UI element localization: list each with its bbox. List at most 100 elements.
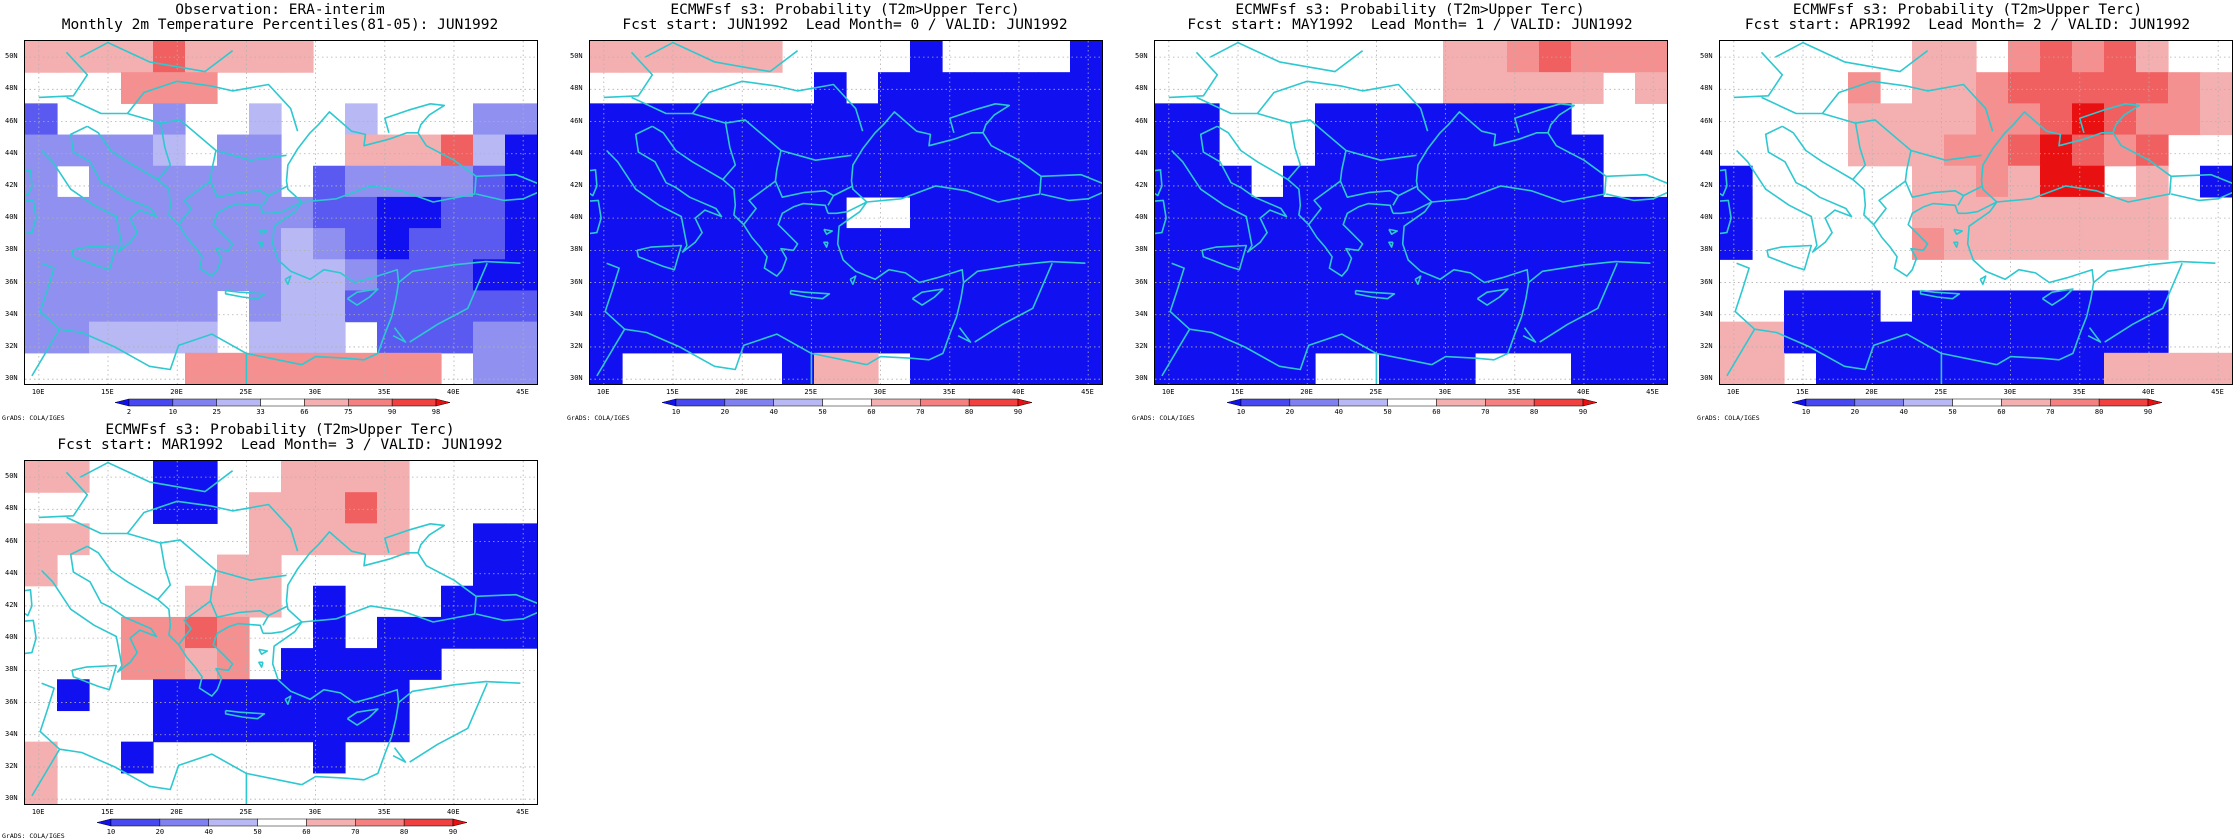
coastline [2087,327,2102,343]
grid-cell [686,259,719,292]
grid-cell [505,290,537,323]
grid-cell [2168,103,2201,136]
coastline [590,199,602,235]
grid-cell [281,648,314,680]
lat-tick-label: 44N [1700,148,1713,157]
coastline [1388,228,1398,235]
grid-cell [2040,134,2073,167]
lat-tick-label: 40N [1135,213,1148,222]
grid-cell [1006,228,1039,260]
grid-cell [441,134,474,167]
grid-cell [473,554,506,587]
colorbar-label: 20 [1851,408,1859,416]
grid-cell [1539,228,1572,260]
coastline [263,621,400,704]
grid-cell [1848,290,1881,323]
lat-tick-label: 34N [1700,309,1713,318]
grid-cell [1187,259,1220,292]
lat-tick-label: 48N [5,84,18,93]
grid-cell [185,72,218,104]
grid-cell [409,648,442,680]
grid-cell [249,321,282,354]
lat-tick-label: 40N [1700,213,1713,222]
coastline [66,516,287,581]
grid-cell [121,165,154,198]
grid-cell [25,321,58,354]
grid-cell [185,196,218,229]
colorbar: 10 20 40 50 60 70 80 90 [1226,398,1598,419]
grid-cell [750,134,783,167]
coastline [948,102,1011,134]
grid-cell [814,290,847,323]
lat-tick-label: 34N [1135,309,1148,318]
grid-cell [1038,165,1071,198]
coastline [224,709,266,720]
grid-cell [1411,321,1444,354]
coastline [1904,180,1965,206]
grid-cell [313,228,346,260]
coastline [789,289,831,300]
grid-cell [1720,321,1753,354]
grid-cell [1784,290,1817,323]
map-area [589,40,1103,385]
lon-tick-label: 30E [308,388,322,396]
grid-cell [345,710,378,743]
grid-cell [1379,259,1412,292]
grid-cell [1283,228,1316,260]
grid-cell [622,196,655,229]
grid-cell [153,259,186,292]
grid-cell [1038,228,1071,260]
grads-credit: GrADS: COLA/IGES [2,414,65,422]
grid-cell [1475,290,1508,323]
colorbar-label: 90 [449,828,457,836]
grid-cell [1379,321,1412,354]
grid-cell [1539,41,1572,73]
coastline [284,695,292,705]
grid-cell [782,321,815,354]
grid-cell [89,134,122,167]
grid-cell [1635,72,1667,104]
coastline [604,262,867,371]
grid-cell [622,259,655,292]
grid-cell [1006,321,1039,354]
lat-tick-label: 40N [5,633,18,642]
grid-cell [814,165,847,198]
lat-tick-label: 34N [570,309,583,318]
grid-cell [281,259,314,292]
grid-cell [313,259,346,292]
coastline [1398,185,1419,197]
grid-cell [185,710,218,743]
coastline [80,461,234,493]
lon-tick-label: 20E [1865,388,1878,396]
grid-cell [1539,165,1572,198]
coastline [392,327,407,343]
grid-cell [974,165,1007,198]
grid-cell [1635,290,1667,323]
colorbar-segment [1289,398,1339,407]
grid-cell [878,321,911,354]
grid-cell [121,290,154,323]
grid-cell [1944,103,1977,136]
coastline [475,191,537,202]
grid-cell [377,648,410,680]
coastline [25,589,33,617]
grid-cell [313,679,346,712]
lon-tick-label: 25E [239,388,253,396]
grid-cell [750,290,783,323]
coastline [2170,191,2232,202]
grid-cell [25,196,58,229]
lon-tick-label: 30E [1438,388,1452,396]
grid-cell [718,259,751,292]
panel-title-line1: ECMWFsf s3: Probability (T2m>Upper Terc) [105,422,455,438]
colorbar-segment [435,398,451,407]
coastline [346,288,379,306]
grid-cell [1539,290,1572,323]
colorbar-segment [159,818,209,827]
grid-cell [2136,72,2169,104]
grid-cell [622,165,655,198]
grid-cell [185,616,218,649]
lon-tick-label: 40E [2141,388,2155,396]
panel-title-line1: ECMWFsf s3: Probability (T2m>Upper Terc) [1235,2,1585,18]
grid-cell [1411,228,1444,260]
coastline [1431,282,1530,366]
